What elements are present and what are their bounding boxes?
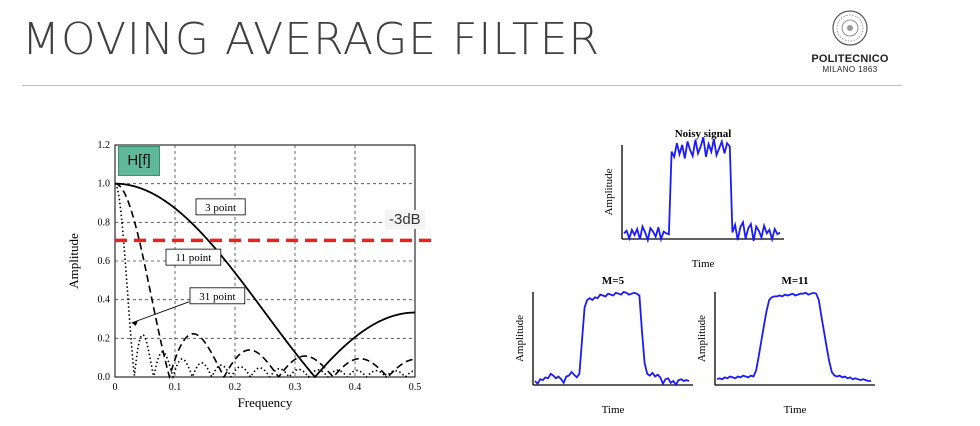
x-axis-label: Frequency	[238, 395, 293, 410]
series-label-box	[195, 198, 246, 216]
title-divider	[22, 85, 902, 86]
x-tick-label: 0.2	[229, 382, 242, 393]
x-tick-label: 0.4	[349, 382, 362, 393]
x-tick-label: 0.3	[289, 382, 302, 393]
pointer-arrowhead	[131, 320, 138, 326]
x-axis-label: Time	[602, 404, 625, 416]
series-line-31-point	[114, 182, 416, 380]
y-tick-label: 0.8	[98, 217, 111, 228]
logo-brand: POLITECNICO	[811, 53, 889, 65]
y-axis-label: Amplitude	[514, 315, 526, 362]
series-label-group: 3 point	[195, 198, 246, 216]
seal-icon	[832, 10, 868, 46]
y-tick-label: 1.2	[98, 140, 111, 151]
m5-chart: M=5 Time Amplitude	[514, 275, 693, 416]
x-tick-label: 0.5	[409, 382, 422, 393]
slide-title: MOVING AVERAGE FILTER	[22, 14, 601, 65]
y-tick-label: 0.0	[98, 372, 111, 383]
series-label-group: 11 point	[165, 248, 222, 266]
x-tick-label: 0.1	[169, 382, 182, 393]
chart-title: Noisy signal	[675, 128, 732, 140]
pointer-line	[131, 301, 190, 324]
y-axis-label: Amplitude	[66, 233, 81, 289]
series-label: 31 point	[199, 291, 235, 303]
y-tick-label: 0.6	[98, 256, 111, 267]
y-tick-label: 0.2	[98, 333, 111, 344]
y-axis-label: Amplitude	[603, 168, 615, 215]
series-label: 3 point	[205, 202, 236, 214]
signal-line	[623, 137, 781, 244]
signal-line	[716, 291, 871, 382]
series-line-11-point	[114, 182, 416, 380]
series-label-box	[189, 287, 246, 305]
x-axis-label: Time	[692, 258, 715, 270]
signal-line	[534, 290, 690, 387]
chart-title: M=5	[602, 275, 625, 287]
x-axis-label: Time	[784, 404, 807, 416]
logo-subtitle: MILANO 1863	[822, 65, 878, 74]
frequency-response-chart: 0 0.1 0.2 0.3 0.4 0.5 0.0 0.2 0.4 0.6 0.8 1.0 1.2 Fre…	[66, 140, 432, 410]
series-label-group: 31 point	[189, 287, 246, 305]
m11-chart: M=11 Time Amplitude	[696, 275, 875, 416]
series-label: 11 point	[175, 252, 211, 264]
series-label-box	[165, 248, 222, 266]
series-line-3-point	[115, 182, 415, 379]
hf-label: H[f]	[118, 146, 160, 176]
university-logo: POLITECNICO MILANO 1863	[800, 8, 900, 74]
y-tick-label: 0.4	[98, 295, 111, 306]
x-tick-label: 0	[113, 382, 118, 393]
noisy-signal-chart: Noisy signal Time Amplitude	[603, 128, 784, 270]
y-tick-label: 1.0	[98, 179, 111, 190]
y-axis-label: Amplitude	[696, 315, 708, 362]
minus-3db-label: -3dB	[385, 210, 425, 229]
chart-title: M=11	[781, 275, 808, 287]
